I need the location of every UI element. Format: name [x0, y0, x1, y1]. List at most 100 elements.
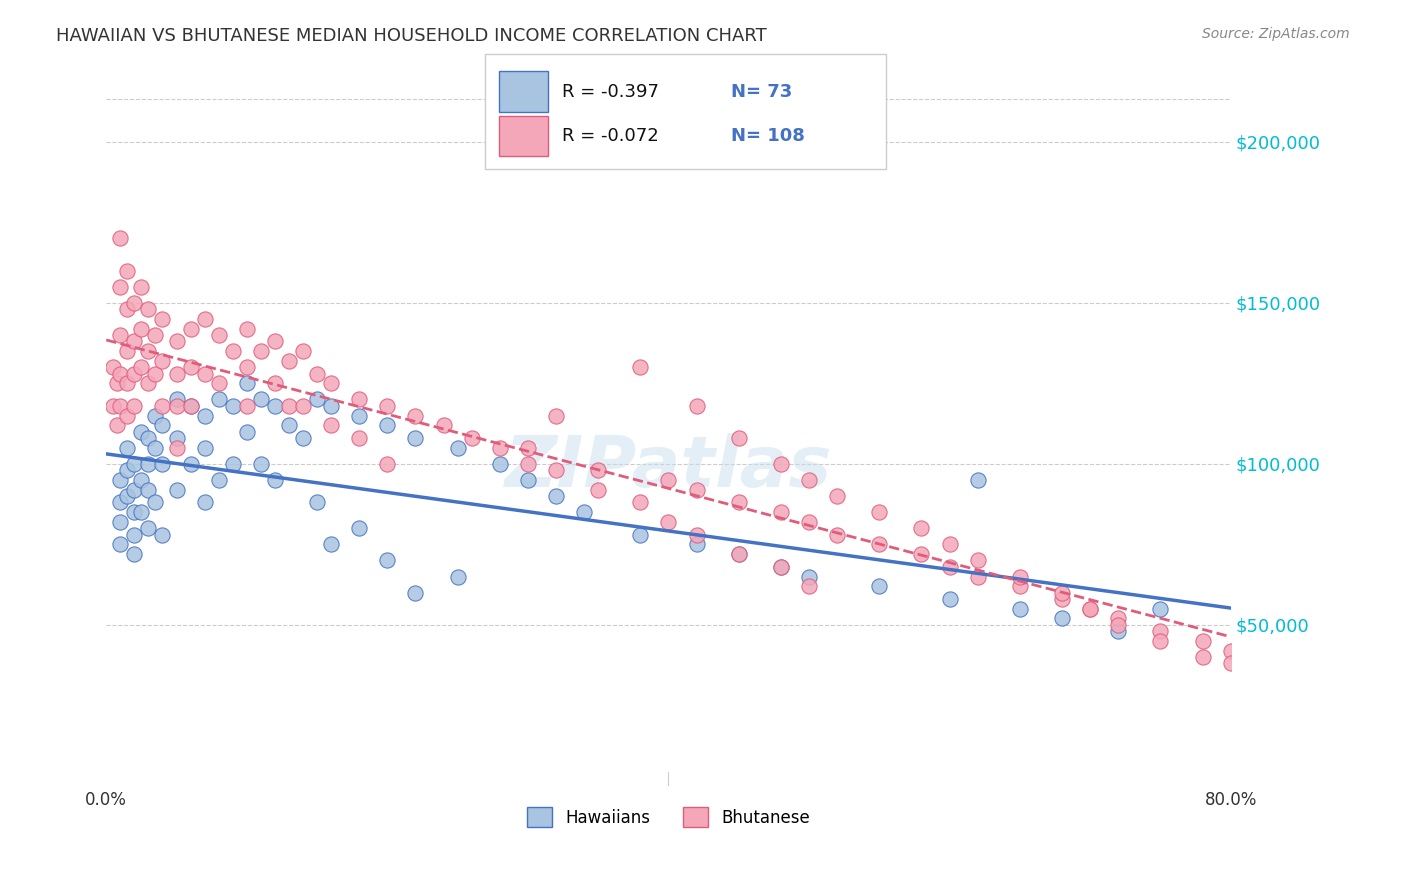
Point [321, 537, 343, 551]
Point [194, 495, 217, 509]
Point [628, 527, 651, 541]
Point [586, 463, 609, 477]
Point [628, 360, 651, 375]
Point [145, 409, 167, 423]
Point [868, 579, 890, 593]
Point [910, 547, 932, 561]
Point [1050, 585, 1073, 599]
Point [938, 592, 960, 607]
Point [117, 344, 139, 359]
Legend: Hawaiians, Bhutanese: Hawaiians, Bhutanese [520, 800, 817, 834]
Point [307, 392, 329, 407]
Point [825, 527, 848, 541]
Point [264, 473, 287, 487]
Point [208, 376, 231, 391]
Point [124, 505, 146, 519]
Point [145, 441, 167, 455]
Point [110, 515, 132, 529]
Point [1078, 601, 1101, 615]
Point [292, 399, 315, 413]
Point [131, 473, 153, 487]
Point [124, 399, 146, 413]
Point [516, 441, 538, 455]
Point [377, 457, 399, 471]
Point [769, 457, 792, 471]
Point [124, 334, 146, 349]
Point [544, 463, 567, 477]
Point [124, 457, 146, 471]
Point [377, 399, 399, 413]
Point [377, 418, 399, 433]
Point [236, 360, 259, 375]
Point [180, 399, 202, 413]
Point [180, 457, 202, 471]
Point [222, 399, 245, 413]
Point [349, 409, 371, 423]
Point [321, 418, 343, 433]
Point [180, 399, 202, 413]
Point [446, 441, 468, 455]
Point [110, 279, 132, 293]
Point [152, 353, 174, 368]
Point [685, 527, 707, 541]
Point [825, 489, 848, 503]
Point [208, 473, 231, 487]
Point [349, 521, 371, 535]
Point [194, 367, 217, 381]
Point [278, 399, 301, 413]
Point [236, 376, 259, 391]
Point [349, 431, 371, 445]
Point [868, 505, 890, 519]
Point [124, 483, 146, 497]
Point [404, 409, 426, 423]
Point [145, 328, 167, 343]
Point [1107, 624, 1129, 639]
Point [124, 547, 146, 561]
Point [110, 231, 132, 245]
Point [117, 302, 139, 317]
Point [1008, 579, 1031, 593]
Point [117, 263, 139, 277]
Point [1050, 611, 1073, 625]
Point [250, 344, 273, 359]
Point [152, 457, 174, 471]
Point [152, 527, 174, 541]
Point [966, 569, 988, 583]
Point [107, 418, 129, 433]
Point [938, 559, 960, 574]
Point [321, 376, 343, 391]
Text: N= 73: N= 73 [731, 83, 793, 101]
Point [131, 425, 153, 439]
Point [166, 431, 188, 445]
Point [138, 483, 160, 497]
Point [131, 505, 153, 519]
Point [166, 367, 188, 381]
Point [152, 418, 174, 433]
Point [586, 483, 609, 497]
Point [432, 418, 454, 433]
Point [103, 399, 125, 413]
Point [404, 585, 426, 599]
Point [222, 457, 245, 471]
Point [110, 367, 132, 381]
Point [166, 399, 188, 413]
Point [117, 376, 139, 391]
Point [194, 312, 217, 326]
Point [131, 321, 153, 335]
Point [110, 328, 132, 343]
Point [516, 457, 538, 471]
Point [868, 537, 890, 551]
Point [727, 495, 749, 509]
Text: HAWAIIAN VS BHUTANESE MEDIAN HOUSEHOLD INCOME CORRELATION CHART: HAWAIIAN VS BHUTANESE MEDIAN HOUSEHOLD I… [56, 27, 768, 45]
Point [166, 483, 188, 497]
Text: R = -0.072: R = -0.072 [562, 128, 659, 145]
Point [1008, 601, 1031, 615]
Point [727, 431, 749, 445]
Point [208, 392, 231, 407]
Point [110, 473, 132, 487]
Point [264, 376, 287, 391]
Point [544, 409, 567, 423]
Point [769, 559, 792, 574]
Point [1149, 633, 1171, 648]
Point [152, 399, 174, 413]
